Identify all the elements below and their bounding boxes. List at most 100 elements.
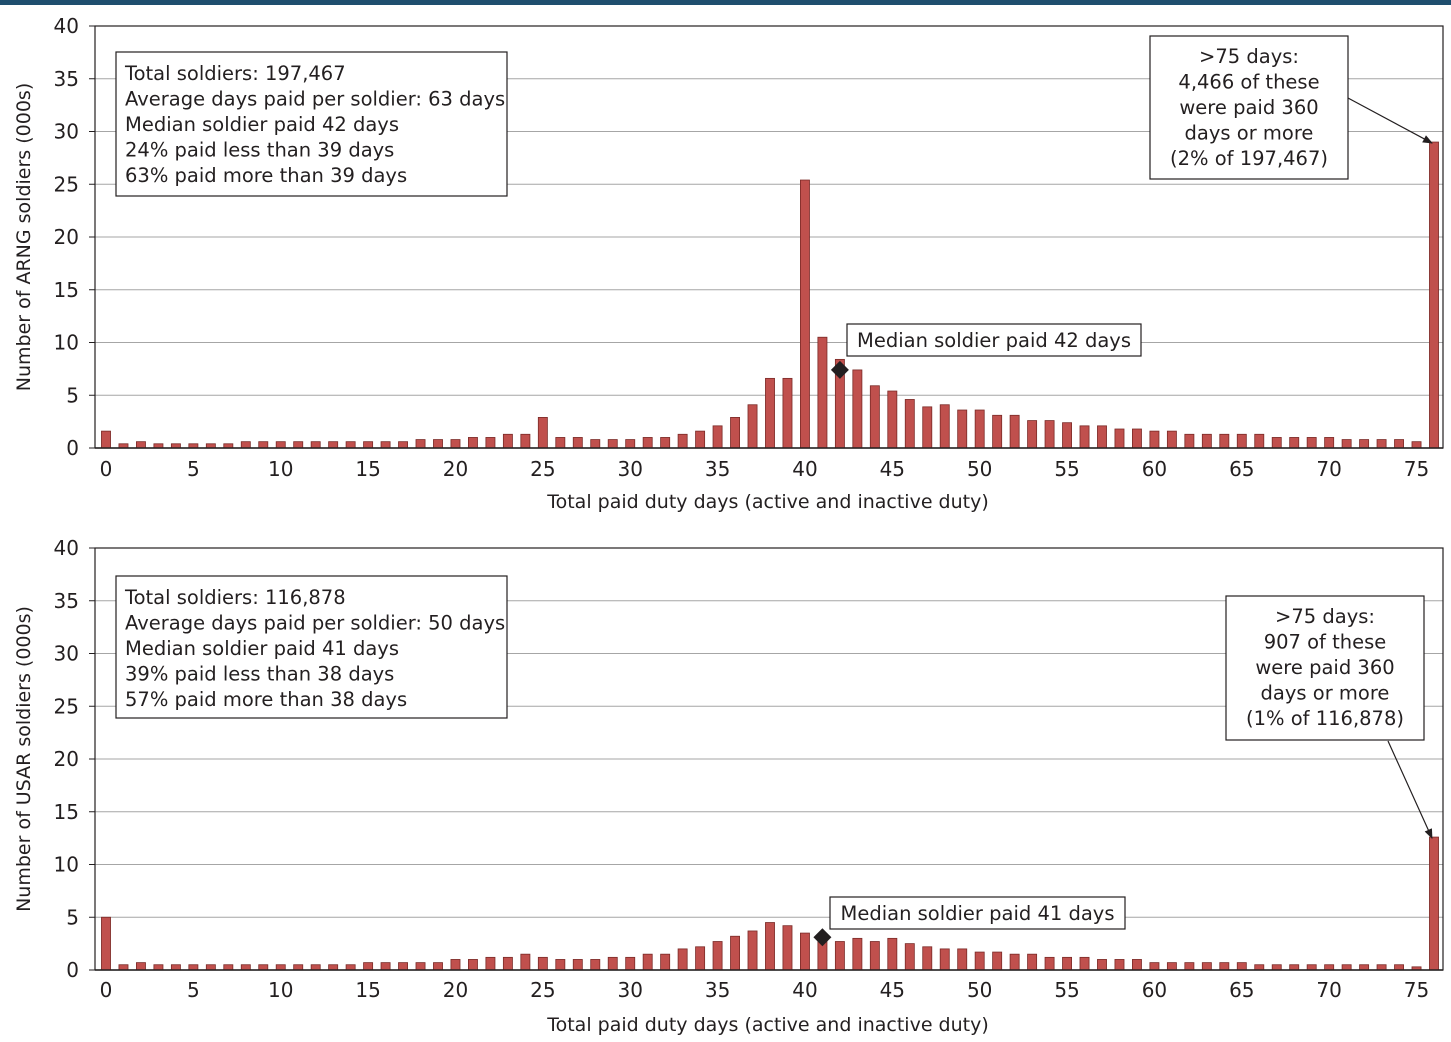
y-tick-label: 30: [54, 642, 79, 666]
bar-day-23: [502, 956, 513, 971]
bar-day-27: [572, 437, 583, 449]
overflow-note-line: were paid 360: [1255, 656, 1394, 679]
x-tick-label: 60: [1142, 978, 1167, 1002]
bar-day-66: [1254, 964, 1265, 971]
bar-day-49: [957, 409, 968, 449]
bar-day-20: [450, 959, 461, 971]
bar-day-35: [712, 941, 723, 971]
bar-day-57: [1097, 959, 1107, 971]
x-tick-label: 65: [1229, 978, 1254, 1002]
summary-line: Average days paid per soldier: 63 days: [125, 88, 505, 111]
bar-day-22: [485, 437, 496, 449]
x-tick-label: 30: [617, 978, 642, 1002]
bar-day-60: [1149, 962, 1160, 971]
bar-day-29: [607, 956, 618, 971]
bar-day-19: [433, 439, 443, 449]
bar-day-22: [485, 956, 496, 971]
bar-day-9: [258, 441, 269, 449]
x-axis-label: Total paid duty days (active and inactiv…: [546, 491, 989, 513]
y-tick-label: 20: [54, 747, 79, 771]
y-tick-label: 35: [54, 67, 79, 91]
bar-day-26: [555, 437, 566, 449]
bar-day-76: [1429, 141, 1439, 449]
bar-day-46: [904, 399, 915, 449]
bar-day-48: [939, 948, 950, 971]
bar-day-72: [1359, 964, 1370, 971]
bar-day-69: [1306, 964, 1317, 971]
bar-day-18: [415, 962, 426, 971]
bar-day-29: [607, 439, 618, 449]
overflow-note-line: (2% of 197,467): [1170, 147, 1328, 170]
median-label-frame: [829, 896, 1126, 930]
bar-day-55: [1062, 422, 1072, 449]
bar-day-38: [765, 922, 775, 971]
bar-day-38: [765, 377, 775, 449]
summary-line: 39% paid less than 38 days: [125, 663, 394, 686]
bar-day-73: [1376, 964, 1387, 971]
summary-box-frame: [115, 51, 508, 197]
y-tick-label: 20: [54, 225, 79, 249]
median-marker: [813, 928, 832, 947]
bar-day-56: [1079, 956, 1090, 971]
bar-day-59: [1132, 959, 1142, 971]
y-axis-label: Number of USAR soldiers (000s): [13, 606, 35, 912]
bar-day-42: [834, 941, 845, 971]
y-tick-label: 15: [54, 278, 79, 302]
summary-box-frame: [115, 575, 508, 719]
overflow-note-line: 907 of these: [1264, 631, 1387, 654]
summary-line: Average days paid per soldier: 50 days: [125, 612, 505, 635]
header-bar: [0, 0, 1451, 5]
x-tick-label: 70: [1316, 978, 1341, 1002]
bar-day-15: [363, 441, 374, 449]
summary-line: Median soldier paid 41 days: [125, 637, 399, 660]
bar-day-58: [1114, 428, 1125, 449]
x-axis-label: Total paid duty days (active and inactiv…: [546, 1014, 989, 1036]
x-tick-label: 40: [792, 978, 817, 1002]
bar-day-68: [1289, 964, 1300, 971]
bar-day-15: [363, 962, 374, 971]
x-tick-label: 30: [617, 457, 642, 481]
bar-day-27: [572, 959, 583, 971]
y-tick-label: 40: [54, 14, 79, 38]
bar-day-43: [852, 369, 863, 449]
bar-day-53: [1027, 953, 1038, 971]
bar-day-17: [398, 962, 408, 971]
median-marker: [830, 360, 849, 379]
bar-day-55: [1062, 956, 1072, 971]
bar-day-14: [345, 441, 356, 449]
bar-day-8: [240, 441, 251, 449]
bar-day-20: [450, 439, 461, 449]
bar-day-47: [922, 406, 933, 449]
x-tick-label: 70: [1316, 457, 1341, 481]
bar-day-8: [240, 964, 251, 971]
bar-day-72: [1359, 439, 1370, 449]
bar-day-45: [887, 390, 898, 449]
bar-day-58: [1114, 959, 1125, 971]
summary-line: Total soldiers: 197,467: [124, 62, 346, 85]
bar-day-23: [502, 433, 513, 449]
bar-day-16: [380, 962, 391, 971]
x-tick-label: 0: [100, 978, 113, 1002]
y-tick-label: 25: [54, 694, 79, 718]
bar-day-14: [345, 964, 356, 971]
x-tick-label: 65: [1229, 457, 1254, 481]
overflow-arrow: [1387, 740, 1433, 839]
bar-day-36: [730, 935, 740, 971]
summary-line: 24% paid less than 39 days: [125, 139, 394, 162]
bar-day-10: [275, 964, 286, 971]
bar-day-24: [520, 953, 531, 971]
bar-day-18: [415, 439, 426, 449]
bar-day-37: [747, 404, 758, 449]
bar-day-34: [695, 430, 706, 449]
bar-day-53: [1027, 420, 1038, 449]
median-label: Median soldier paid 41 days: [841, 902, 1115, 925]
bar-day-65: [1236, 433, 1247, 449]
bar-day-6: [205, 964, 216, 971]
bar-day-31: [642, 437, 653, 449]
bar-day-74: [1394, 964, 1404, 971]
summary-line: Total soldiers: 116,878: [124, 586, 346, 609]
bar-day-56: [1079, 425, 1090, 449]
bar-day-40: [800, 179, 810, 449]
x-tick-label: 10: [268, 457, 293, 481]
